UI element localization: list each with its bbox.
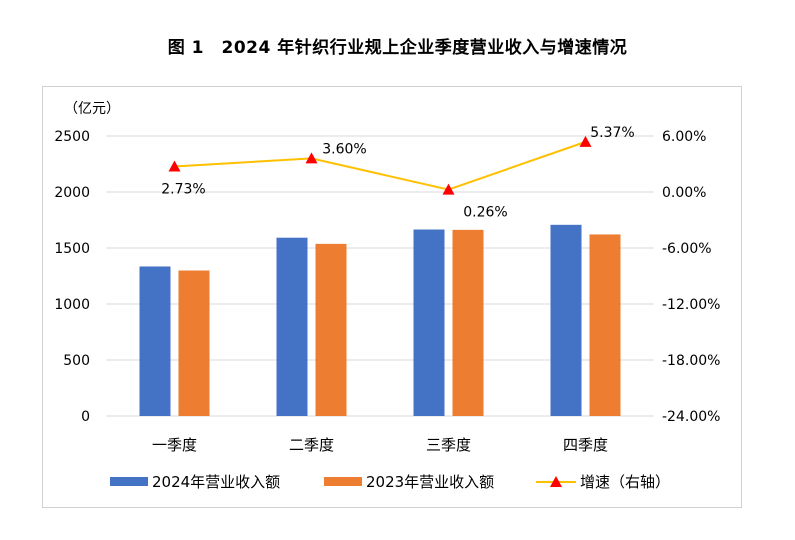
growth-data-label: 2.73% [161, 182, 205, 198]
legend-swatch-2024 [110, 477, 148, 486]
legend-label-2023: 2023年营业收入额 [366, 473, 495, 491]
y2-tick-label: -12.00% [662, 297, 720, 313]
y-tick-label: 500 [63, 353, 90, 369]
y-tick-label: 2500 [54, 129, 90, 145]
y2-tick-label: -6.00% [662, 241, 712, 257]
growth-data-label: 0.26% [463, 205, 507, 221]
legend-swatch-growth [536, 475, 576, 489]
y2-tick-label: 6.00% [662, 129, 706, 145]
y-axis-unit: （亿元） [64, 101, 120, 117]
growth-line [174, 140, 586, 191]
growth-marker [168, 160, 181, 172]
x-tick-label: 一季度 [152, 436, 197, 454]
bar-2024 [413, 229, 445, 416]
bar-2024 [139, 266, 171, 416]
bar-2023 [452, 229, 484, 416]
y-tick-label: 2000 [54, 185, 90, 201]
legend-label-growth: 增速（右轴） [580, 473, 671, 491]
bar-2024 [550, 224, 582, 416]
bar-2024 [276, 237, 308, 416]
legend-item-2023: 2023年营业收入额 [324, 471, 494, 492]
y-tick-label: 1500 [54, 241, 90, 257]
y2-tick-label: -24.00% [662, 409, 720, 425]
bar-2023 [178, 270, 210, 416]
x-tick-label: 二季度 [289, 436, 334, 454]
legend-label-2024: 2024年营业收入额 [152, 473, 281, 491]
growth-data-label: 3.60% [322, 141, 366, 157]
y-tick-label: 0 [81, 409, 90, 425]
growth-data-label: 5.37% [590, 125, 634, 141]
legend-item-growth: 增速（右轴） [536, 471, 670, 492]
y2-tick-label: 0.00% [662, 185, 706, 201]
y-tick-label: 1000 [54, 297, 90, 313]
bar-2023 [589, 234, 621, 416]
bar-2023 [315, 243, 347, 416]
chart-frame [42, 86, 742, 508]
growth-marker [579, 135, 592, 147]
chart-title: 图 1 2024 年针织行业规上企业季度营业收入与增速情况 [167, 38, 628, 58]
growth-marker [305, 152, 318, 164]
y2-tick-label: -18.00% [662, 353, 720, 369]
legend-item-2024: 2024年营业收入额 [110, 471, 280, 492]
chart-legend: 2024年营业收入额 2023年营业收入额 增速（右轴） [0, 471, 795, 491]
legend-swatch-2023 [324, 477, 362, 486]
growth-marker [442, 183, 455, 195]
x-tick-label: 三季度 [426, 436, 471, 454]
x-tick-label: 四季度 [563, 436, 608, 454]
